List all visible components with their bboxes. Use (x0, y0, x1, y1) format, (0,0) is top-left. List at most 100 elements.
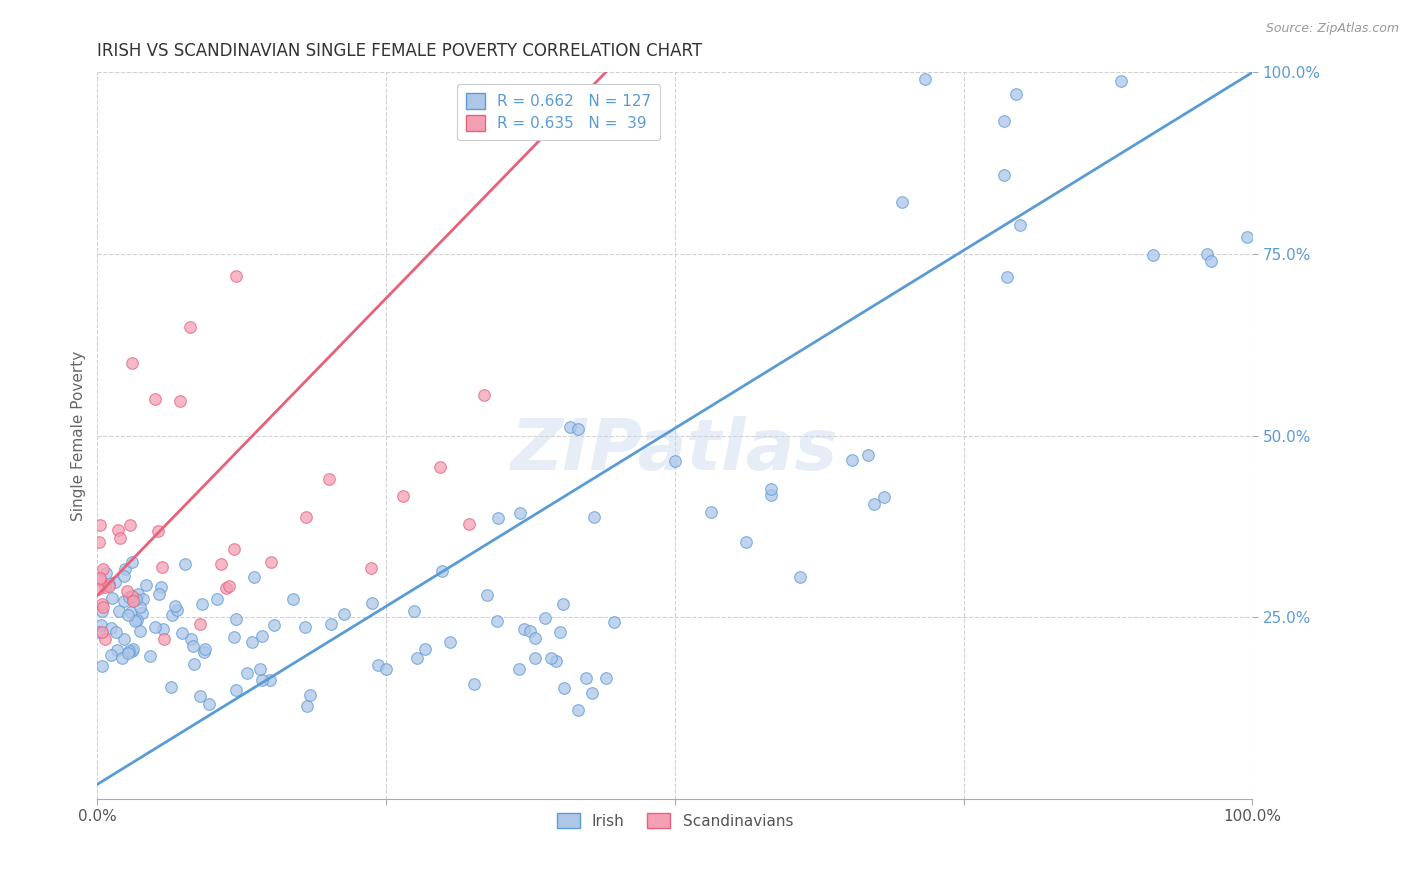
Point (100, 648, 122, 662)
Point (97, 576, 120, 591)
Y-axis label: Single Female Poverty: Single Female Poverty (72, 351, 86, 521)
Point (114, 562, 136, 576)
Point (664, 454, 686, 468)
Point (90, 625, 112, 640)
Point (295, 698, 318, 713)
Point (513, 622, 536, 636)
Point (135, 578, 157, 592)
Point (87, 625, 110, 640)
Point (699, 505, 721, 519)
Point (166, 603, 188, 617)
Point (108, 532, 131, 546)
Point (112, 632, 135, 646)
Point (105, 625, 128, 640)
Point (321, 617, 343, 632)
Point (191, 597, 214, 611)
Point (86, 582, 108, 596)
Point (188, 689, 211, 703)
Point (107, 523, 129, 537)
Point (118, 590, 141, 604)
Point (551, 598, 574, 612)
Point (567, 703, 589, 717)
Point (112, 594, 135, 608)
Point (94, 632, 117, 646)
Point (294, 510, 316, 524)
Point (402, 604, 425, 618)
Point (89, 573, 111, 587)
Point (873, 490, 896, 504)
Point (891, 194, 914, 209)
Point (583, 510, 606, 524)
Point (143, 392, 166, 407)
Point (160, 608, 183, 623)
Point (240, 635, 263, 649)
Point (567, 421, 589, 435)
Point (181, 639, 204, 653)
Point (224, 630, 246, 644)
Point (150, 580, 173, 594)
Text: ZIPatlas: ZIPatlas (512, 416, 838, 484)
Point (523, 650, 546, 665)
Point (391, 489, 413, 503)
Point (111, 650, 134, 665)
Point (299, 688, 322, 702)
Point (439, 635, 461, 649)
Point (125, 591, 148, 606)
Point (430, 565, 453, 579)
Point (100, 621, 122, 635)
Point (94, 580, 117, 594)
Point (165, 599, 187, 614)
Point (1199, 254, 1222, 268)
Point (117, 608, 139, 623)
Point (361, 596, 384, 610)
Point (104, 574, 127, 589)
Point (406, 651, 429, 665)
Point (581, 686, 603, 700)
Point (486, 510, 509, 524)
Point (139, 648, 162, 663)
Point (169, 394, 191, 409)
Point (249, 662, 271, 676)
Point (146, 524, 169, 538)
Point (180, 632, 202, 647)
Point (519, 624, 541, 639)
Point (759, 482, 782, 496)
Point (209, 557, 232, 571)
Point (148, 587, 170, 601)
Point (145, 620, 167, 634)
Point (333, 607, 356, 621)
Text: IRISH VS SCANDINAVIAN SINGLE FEMALE POVERTY CORRELATION CHART: IRISH VS SCANDINAVIAN SINGLE FEMALE POVE… (97, 42, 703, 60)
Point (1008, 219, 1031, 233)
Point (91, 561, 114, 575)
Point (90, 617, 112, 632)
Point (179, 319, 201, 334)
Point (457, 516, 479, 531)
Point (463, 677, 485, 691)
Point (841, 453, 863, 467)
Point (122, 592, 145, 607)
Point (101, 591, 124, 605)
Point (544, 655, 567, 669)
Point (1005, 87, 1028, 102)
Point (153, 632, 176, 646)
Point (194, 642, 217, 657)
Point (259, 673, 281, 688)
Point (553, 681, 575, 695)
Point (90, 597, 112, 611)
Point (789, 570, 811, 584)
Point (294, 620, 316, 634)
Point (558, 419, 581, 434)
Point (1195, 247, 1218, 261)
Point (127, 613, 149, 627)
Point (117, 646, 139, 660)
Point (90, 604, 112, 618)
Point (1109, 74, 1132, 88)
Point (121, 642, 143, 657)
Point (121, 356, 143, 370)
Point (533, 611, 555, 625)
Point (575, 671, 598, 685)
Point (259, 555, 281, 569)
Point (477, 588, 499, 602)
Point (121, 555, 143, 569)
Point (281, 591, 304, 606)
